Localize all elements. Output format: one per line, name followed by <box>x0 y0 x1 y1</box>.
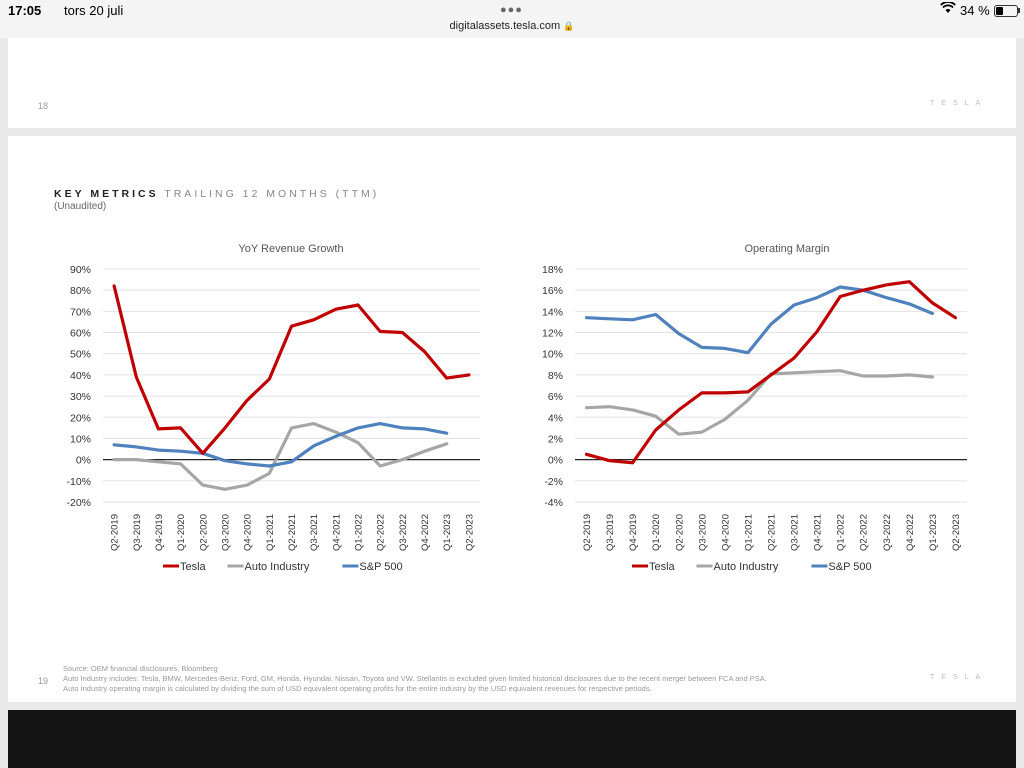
y-tick-label: 60% <box>70 328 91 340</box>
more-dots-icon[interactable]: ●●● <box>500 4 523 16</box>
x-tick-label: Q4-2020 <box>720 514 731 551</box>
tesla-wordmark: TESLA <box>930 674 988 681</box>
clock: 17:05 <box>8 3 42 18</box>
y-tick-label: 6% <box>548 391 563 403</box>
y-tick-label: -20% <box>66 497 91 509</box>
chart-title: Operating Margin <box>745 243 830 255</box>
x-tick-label: Q2-2022 <box>859 514 870 551</box>
y-tick-label: 20% <box>70 412 91 424</box>
x-tick-label: Q4-2022 <box>420 514 431 551</box>
x-tick-label: Q2-2019 <box>110 514 121 551</box>
title-strong: KEY METRICS <box>54 188 159 200</box>
x-tick-label: Q2-2022 <box>376 514 387 551</box>
y-tick-label: 8% <box>548 370 563 382</box>
slide-18: 18 TESLA <box>8 38 1016 128</box>
series-line-tesla <box>584 280 958 465</box>
x-tick-label: Q2-2019 <box>582 514 593 551</box>
footnote-auto-industry: Auto Industry includes: Tesla, BMW, Merc… <box>63 674 767 683</box>
title-light: TRAILING 12 MONTHS (TTM) <box>164 188 380 200</box>
legend-label: Auto Industry <box>245 561 310 573</box>
x-tick-label: Q1-2023 <box>928 514 939 551</box>
y-tick-label: -4% <box>544 497 563 509</box>
x-tick-label: Q2-2021 <box>287 514 298 551</box>
x-tick-label: Q4-2019 <box>154 514 165 551</box>
ios-status-bar: 17:05 tors 20 juli ●●● digitalassets.tes… <box>0 0 1024 38</box>
y-tick-label: -10% <box>66 476 91 488</box>
series-line-s-p-500 <box>112 422 449 468</box>
series-line-auto-industry <box>112 422 449 491</box>
url-text: digitalassets.tesla.com <box>449 20 561 32</box>
legend-label: Auto Industry <box>714 561 779 573</box>
x-tick-label: Q4-2019 <box>628 514 639 551</box>
x-tick-label: Q1-2020 <box>176 514 187 551</box>
x-tick-label: Q2-2020 <box>674 514 685 551</box>
y-tick-label: 4% <box>548 412 563 424</box>
date: tors 20 juli <box>64 3 124 18</box>
y-tick-label: 16% <box>542 285 563 297</box>
legend-label: S&P 500 <box>828 561 871 573</box>
y-tick-label: -2% <box>544 476 563 488</box>
x-tick-label: Q3-2022 <box>882 514 893 551</box>
x-tick-label: Q1-2020 <box>651 514 662 551</box>
x-tick-label: Q3-2019 <box>605 514 616 551</box>
y-tick-label: 12% <box>542 328 563 340</box>
revenue-growth-chart: YoY Revenue Growth 90% 80% 70% 60% 50% 40% 30% 2… <box>66 243 480 573</box>
slide-19: KEY METRICS TRAILING 12 MONTHS (TTM) (Un… <box>8 136 1016 702</box>
address-bar[interactable]: digitalassets.tesla.com 🔒 <box>0 20 1024 32</box>
legend-label: Tesla <box>649 561 676 573</box>
y-tick-label: 0% <box>76 455 91 467</box>
footnote-source: Source: OEM financial disclosures, Bloom… <box>63 664 218 673</box>
legend-label: Tesla <box>180 561 207 573</box>
series-line-s-p-500 <box>584 285 934 355</box>
y-tick-label: 50% <box>70 349 91 361</box>
x-tick-label: Q2-2023 <box>464 514 475 551</box>
y-tick-label: 18% <box>542 264 563 276</box>
y-tick-label: 80% <box>70 285 91 297</box>
slide-subtitle: (Unaudited) <box>54 201 107 212</box>
tesla-wordmark: TESLA <box>930 100 988 107</box>
battery-icon <box>994 5 1018 17</box>
slide-title: KEY METRICS TRAILING 12 MONTHS (TTM) <box>54 188 379 200</box>
x-tick-label: Q1-2022 <box>836 514 847 551</box>
x-tick-label: Q3-2020 <box>220 514 231 551</box>
x-tick-label: Q3-2021 <box>309 514 320 551</box>
x-tick-label: Q4-2020 <box>243 514 254 551</box>
y-tick-label: 40% <box>70 370 91 382</box>
x-tick-label: Q4-2021 <box>813 514 824 551</box>
y-tick-label: 90% <box>70 264 91 276</box>
series-line-auto-industry <box>584 369 934 436</box>
battery-percent: 34 % <box>960 3 990 18</box>
x-tick-label: Q1-2021 <box>743 514 754 551</box>
battery-tip <box>1018 8 1020 13</box>
x-tick-label: Q1-2021 <box>265 514 276 551</box>
y-tick-label: 10% <box>70 433 91 445</box>
x-tick-label: Q2-2021 <box>767 514 778 551</box>
y-tick-label: 0% <box>548 455 563 467</box>
y-tick-label: 30% <box>70 391 91 403</box>
y-tick-label: 70% <box>70 306 91 318</box>
x-tick-label: Q1-2023 <box>442 514 453 551</box>
page-number: 19 <box>38 676 49 686</box>
x-tick-label: Q3-2022 <box>398 514 409 551</box>
footnote-margin-method: Auto Industry operating margin is calcul… <box>63 684 652 693</box>
slide-20-dark <box>8 710 1016 768</box>
x-tick-label: Q3-2020 <box>697 514 708 551</box>
legend-label: S&P 500 <box>359 561 402 573</box>
x-tick-label: Q3-2019 <box>132 514 143 551</box>
operating-margin-chart: Operating Margin 18% 16% 14% 12% 10% 8% 6% 4% 2% 0… <box>542 243 967 573</box>
x-tick-label: Q2-2020 <box>198 514 209 551</box>
x-tick-label: Q2-2023 <box>951 514 962 551</box>
x-tick-label: Q3-2021 <box>790 514 801 551</box>
wifi-icon <box>940 1 956 17</box>
y-tick-label: 14% <box>542 306 563 318</box>
lock-icon: 🔒 <box>563 21 575 31</box>
x-tick-label: Q4-2022 <box>905 514 916 551</box>
y-tick-label: 10% <box>542 349 563 361</box>
page-number: 18 <box>38 101 49 111</box>
x-tick-label: Q1-2022 <box>354 514 365 551</box>
y-tick-label: 2% <box>548 433 563 445</box>
x-tick-label: Q4-2021 <box>331 514 342 551</box>
series-line-tesla <box>112 284 471 455</box>
chart-title: YoY Revenue Growth <box>238 243 343 255</box>
